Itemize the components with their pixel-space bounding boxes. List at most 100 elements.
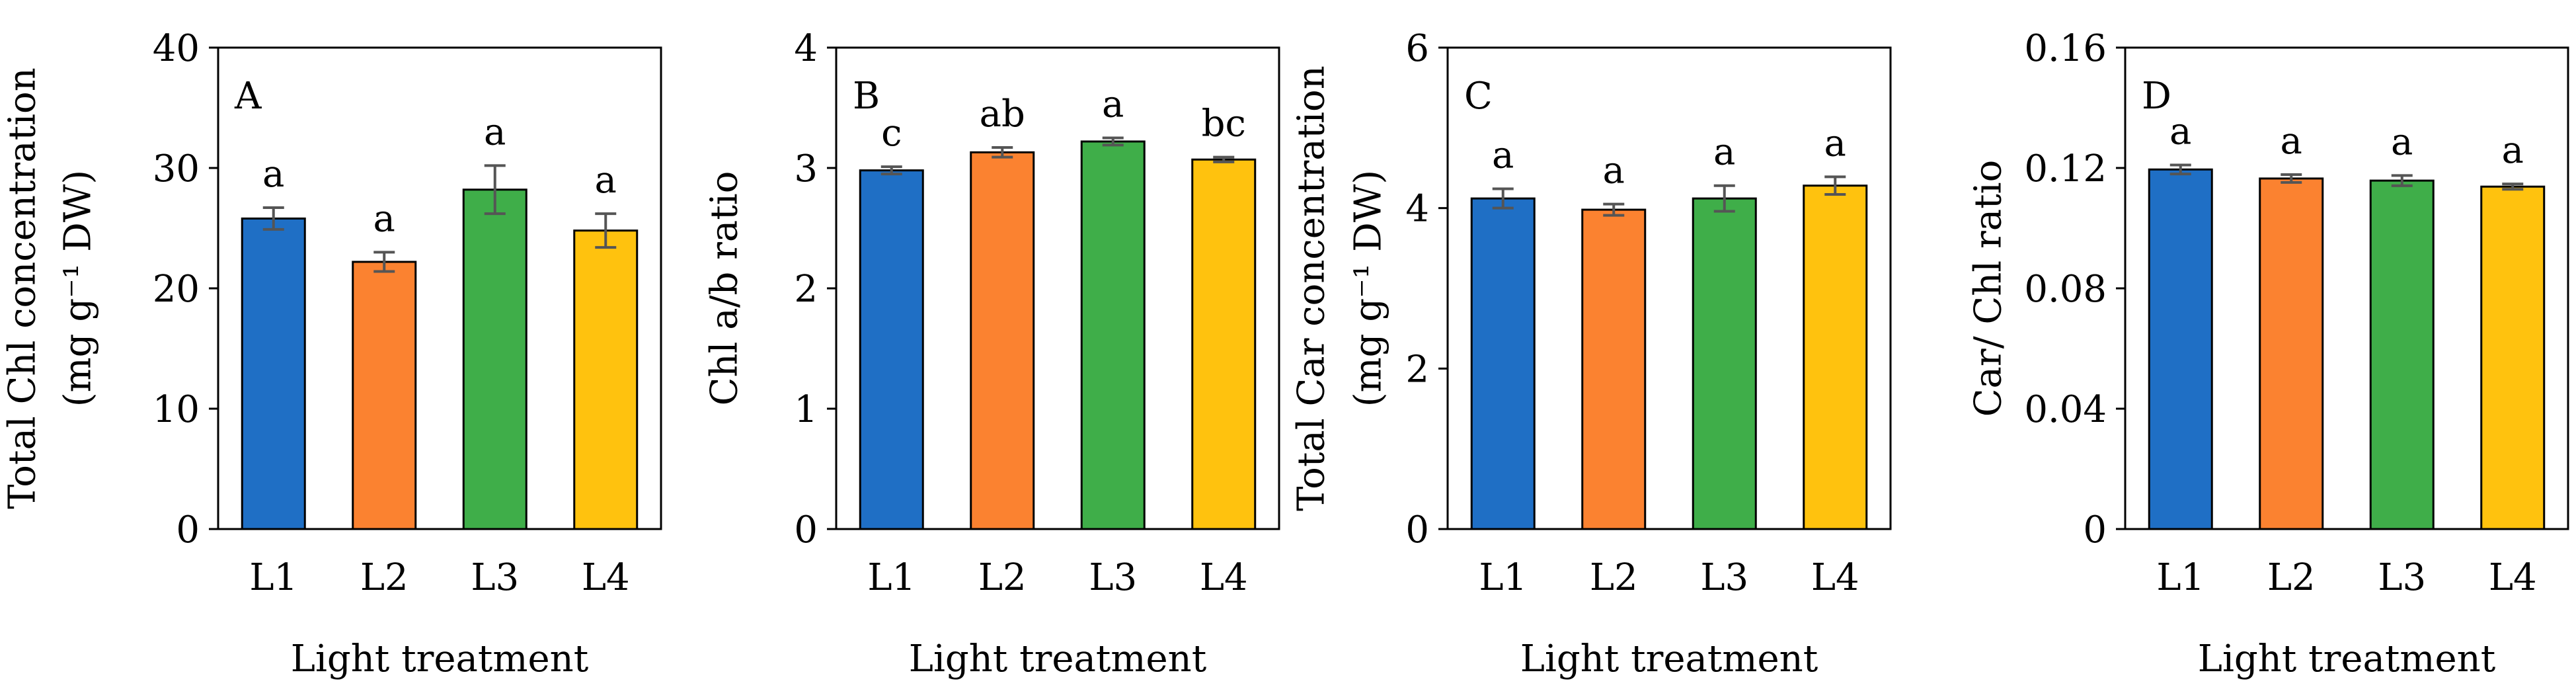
error-bar-l2 <box>2281 173 2302 184</box>
error-bar-l3 <box>1102 136 1124 147</box>
error-bar-l1 <box>880 165 902 176</box>
y-tick-label: 1 <box>794 388 818 431</box>
y-tick-label: 3 <box>794 147 818 190</box>
chart-panel-d: a L1 a L2 a L3 a L4 0 0.04 0.08 0.12 0.16 D Car/ Chl r… <box>1967 27 2569 680</box>
significance-label: a <box>1603 149 1625 192</box>
bar-l2 <box>1581 208 1647 530</box>
significance-label: a <box>262 153 284 196</box>
bar-l1 <box>2148 168 2213 530</box>
significance-label: a <box>2169 110 2191 153</box>
y-tick-label: 20 <box>153 268 200 311</box>
panel-label: A <box>234 75 262 118</box>
x-tick-label: L1 <box>867 556 916 599</box>
y-axis-label: Car/ Chl ratio <box>1967 160 2010 417</box>
bar-l3 <box>462 188 527 530</box>
bar-l2 <box>970 151 1035 530</box>
error-bar-l1 <box>262 206 284 231</box>
bar-l1 <box>1470 197 1536 530</box>
x-tick-label: L2 <box>2267 556 2316 599</box>
x-tick-label: L3 <box>1700 556 1748 599</box>
y-tick-label: 0 <box>176 509 200 552</box>
x-tick-label: L1 <box>249 556 297 599</box>
y-tick-label: 6 <box>1405 27 1429 70</box>
y-tick-label: 0.04 <box>2024 388 2107 431</box>
bar-l4 <box>2480 185 2546 530</box>
y-tick-label: 40 <box>153 27 200 70</box>
x-tick-label: L4 <box>582 556 630 599</box>
y-axis-label: (mg g⁻¹ DW) <box>57 170 100 407</box>
error-bar-l1 <box>1492 187 1514 210</box>
x-tick-label: L4 <box>1811 556 1859 599</box>
error-bar-l1 <box>2169 163 2191 176</box>
significance-label: c <box>881 112 902 155</box>
chart-panel-c: a L1 a L2 a L3 a L4 0 2 4 6C Total Car concentration… <box>1290 27 1892 680</box>
x-tick-label: L4 <box>2489 556 2537 599</box>
y-tick-label: 0.16 <box>2024 27 2107 70</box>
error-bar-l4 <box>1213 155 1235 163</box>
x-tick-label: L1 <box>1479 556 1527 599</box>
y-tick-label: 4 <box>794 27 818 70</box>
x-axis-label: Light treatment <box>2198 637 2496 680</box>
bar-l3 <box>2369 179 2435 530</box>
error-bar-l4 <box>1824 175 1846 196</box>
panel-label: D <box>2142 75 2171 118</box>
x-tick-label: L3 <box>1089 556 1137 599</box>
error-bar-l3 <box>484 164 506 216</box>
x-tick-label: L2 <box>978 556 1027 599</box>
significance-label: bc <box>1202 103 1246 145</box>
significance-label: a <box>2391 120 2413 163</box>
chart-panel-a: a L1 a L2 a L3 a L4 0 10 20 30 40 A Total Chl concentr… <box>1 27 662 680</box>
significance-label: a <box>1102 83 1124 126</box>
x-axis-label: Light treatment <box>291 637 589 680</box>
y-tick-label: 0 <box>2083 509 2107 552</box>
y-tick-label: 30 <box>153 147 200 190</box>
bar-l4 <box>1191 158 1257 530</box>
y-tick-label: 0 <box>1405 509 1429 552</box>
x-tick-label: L3 <box>471 556 519 599</box>
error-bar-l4 <box>595 212 617 249</box>
significance-label: a <box>595 159 617 202</box>
plot-frame <box>1446 46 1892 530</box>
x-tick-label: L3 <box>2378 556 2426 599</box>
bar-l2 <box>352 261 417 530</box>
significance-label: a <box>2281 120 2302 163</box>
significance-label: a <box>2502 129 2524 172</box>
significance-label: a <box>1713 131 1735 174</box>
error-bar-l2 <box>992 146 1013 159</box>
bar-l4 <box>573 229 639 530</box>
panel-label: B <box>853 75 880 118</box>
y-axis-label: Chl a/b ratio <box>703 171 746 406</box>
significance-label: a <box>484 110 506 153</box>
x-tick-label: L2 <box>360 556 409 599</box>
y-tick-label: 10 <box>153 388 200 431</box>
y-tick-label: 2 <box>794 268 818 311</box>
bar-l1 <box>859 169 924 530</box>
error-bar-l3 <box>2391 174 2413 187</box>
y-tick-label: 0 <box>794 509 818 552</box>
significance-label: ab <box>980 93 1025 136</box>
chart-panel-b: c L1 ab L2 a L3 bc L4 0 1 2 3 4B Chl a/b ratio Light t… <box>703 27 1280 680</box>
error-bar-l2 <box>373 251 395 273</box>
x-tick-label: L1 <box>2156 556 2205 599</box>
error-bar-l2 <box>1603 202 1625 217</box>
y-axis-label: (mg g⁻¹ DW) <box>1347 170 1390 407</box>
x-axis-label: Light treatment <box>909 637 1207 680</box>
significance-label: a <box>1824 122 1846 165</box>
y-tick-label: 0.12 <box>2024 147 2107 190</box>
significance-label: a <box>1492 134 1514 177</box>
x-axis-label: Light treatment <box>1520 637 1818 680</box>
error-bar-l3 <box>1713 184 1735 213</box>
bar-l3 <box>1080 140 1146 530</box>
y-tick-label: 0.08 <box>2024 268 2107 311</box>
x-tick-label: L2 <box>1590 556 1638 599</box>
bar-l1 <box>241 217 306 530</box>
x-tick-label: L4 <box>1200 556 1248 599</box>
y-axis-label: Total Car concentration <box>1290 65 1333 511</box>
bar-l2 <box>2259 177 2324 530</box>
significance-label: a <box>373 197 395 240</box>
error-bar-l4 <box>2502 183 2524 191</box>
bar-l3 <box>1692 197 1757 530</box>
y-tick-label: 4 <box>1405 188 1429 231</box>
y-tick-label: 2 <box>1405 348 1429 391</box>
